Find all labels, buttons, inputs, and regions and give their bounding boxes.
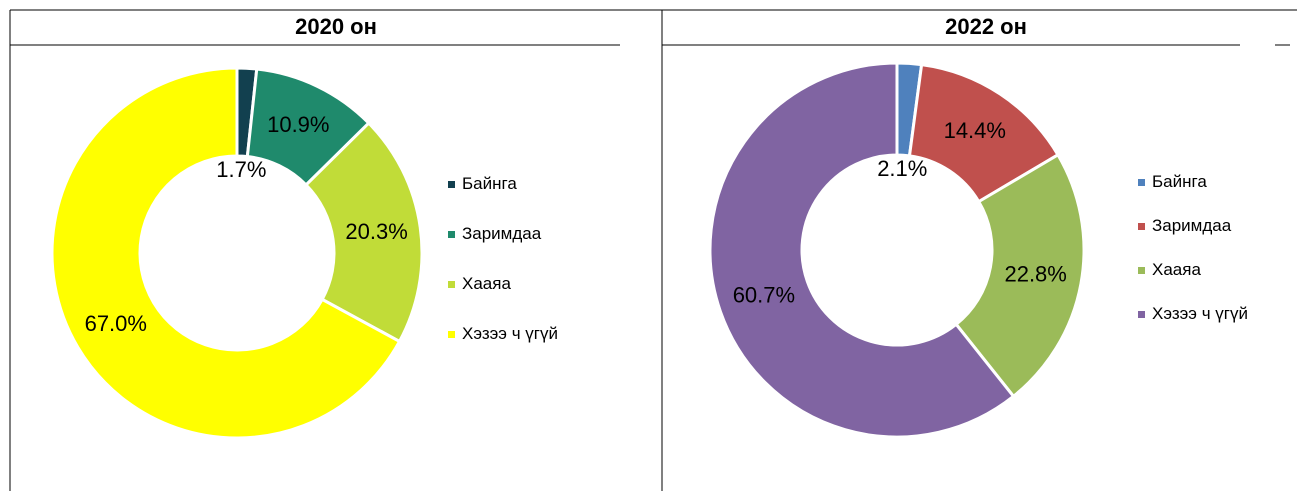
donut-slice [303, 120, 424, 344]
legend-swatch [1138, 223, 1145, 230]
data-label: 67.0% [85, 311, 147, 336]
legend-item: Хааяа [448, 274, 628, 294]
legend-item: Заримдаа [1138, 216, 1248, 236]
legend-swatch [1138, 267, 1145, 274]
legend-swatch [448, 231, 455, 238]
legend-item: Хааяа [1138, 260, 1248, 280]
legend-item: Байнга [1138, 172, 1248, 192]
legend-item: Хэзээ ч үгүй [1138, 304, 1248, 324]
legend-swatch [448, 181, 455, 188]
chart-title: 2022 он [945, 14, 1027, 39]
legend-item: Заримдаа [448, 224, 628, 244]
data-label: 20.3% [345, 219, 407, 244]
legend-label: Хааяа [1152, 260, 1201, 279]
data-label: 2.1% [877, 156, 927, 181]
legend-item: Хэзээ ч үгүй [448, 324, 628, 344]
legend-swatch [1138, 311, 1145, 318]
legend-label: Байнга [462, 174, 517, 193]
legend: Байнга Заримдаа Хааяа Хэзээ ч үгүй [448, 174, 628, 374]
data-label: 14.4% [944, 118, 1006, 143]
legend-swatch [448, 281, 455, 288]
chart-title: 2020 он [295, 14, 377, 39]
legend-item: Байнга [448, 174, 628, 194]
data-label: 60.7% [733, 282, 795, 307]
donut-slice [954, 152, 1086, 399]
legend-label: Хэзээ ч үгүй [462, 324, 558, 343]
legend-label: Хааяа [462, 274, 511, 293]
legend-label: Заримдаа [1152, 216, 1232, 235]
donut-slice [708, 61, 1016, 439]
legend-label: Хэзээ ч үгүй [1152, 304, 1248, 323]
data-label: 1.7% [216, 157, 266, 182]
legend: Байнга Заримдаа Хааяа Хэзээ ч үгүй [1138, 172, 1248, 348]
legend-label: Байнга [1152, 172, 1207, 191]
legend-label: Заримдаа [462, 224, 542, 243]
legend-swatch [448, 331, 455, 338]
donut-slice [50, 66, 402, 440]
data-label: 10.9% [267, 112, 329, 137]
legend-swatch [1138, 179, 1145, 186]
data-label: 22.8% [1004, 261, 1066, 286]
